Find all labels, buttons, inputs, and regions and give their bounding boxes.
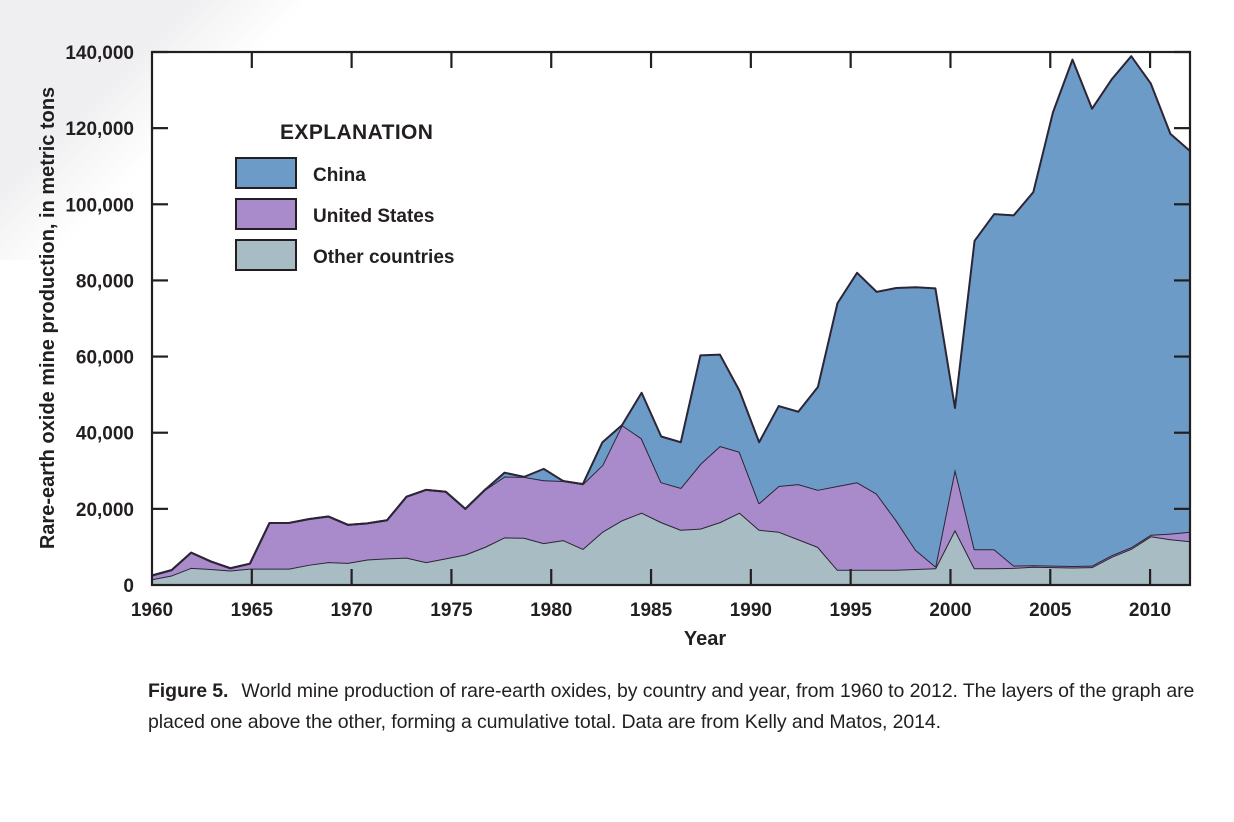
legend-swatch-china [235,157,297,189]
y-tick-label: 100,000 [65,195,134,216]
y-tick-label: 60,000 [76,348,134,369]
area-layers [151,55,1191,585]
y-tick-label: 80,000 [76,271,134,292]
y-tick-label: 140,000 [65,43,134,64]
legend-title: EXPLANATION [280,121,433,144]
x-tick-label: 1970 [330,600,372,621]
y-axis-ticks [152,50,1190,510]
area-layer-other-countries [152,512,1190,585]
x-tick-label: 2005 [1029,600,1072,621]
y-tick-label: 40,000 [76,424,134,445]
x-tick-label: 1980 [530,600,572,621]
x-tick-label: 1985 [630,600,673,621]
figure-caption: Figure 5. World mine production of rare-e… [148,676,1196,738]
legend-label-china: China [313,165,366,186]
legend-label-united-states: United States [313,206,434,227]
y-axis-tick-labels: 0 20,000 40,000 60,000 80,000 100,000 120,000 1… [65,43,134,597]
figure-caption-text: World mine production of rare-earth oxid… [148,680,1195,733]
chart-plot-area: 0 20,000 40,000 60,000 80,000 100,000 120,000 1… [37,43,1192,650]
figure-caption-label: Figure 5. [148,680,229,702]
legend-label-other-countries: Other countries [313,247,454,268]
area-layer-united-states [152,425,1190,580]
x-axis-ticks [250,52,1152,585]
x-tick-label: 1965 [231,600,274,621]
y-tick-label: 20,000 [76,500,134,521]
y-tick-label: 0 [123,576,134,597]
x-tick-label: 2010 [1129,600,1171,621]
plot-frame [150,50,1192,587]
area-layer-china [152,56,1190,576]
y-axis-title: Rare-earth oxide mine production, in met… [37,87,59,549]
area-outline-china [151,55,1191,577]
stacked-area-chart: 0 20,000 40,000 60,000 80,000 100,000 120,000 1… [37,43,1192,650]
x-tick-label: 1995 [830,600,873,621]
x-tick-label: 2000 [929,600,971,621]
x-axis-title: Year [684,628,726,650]
y-tick-label: 120,000 [65,119,134,140]
x-tick-label: 1990 [730,600,772,621]
x-tick-label: 1975 [430,600,473,621]
legend-swatch-other-countries [235,239,297,271]
legend: EXPLANATION China United States Other co… [235,121,454,271]
x-tick-label: 1960 [131,600,173,621]
x-axis-tick-labels: 1960 1965 1970 1975 1980 1985 1990 1995 2000 2005… [131,600,1171,621]
legend-swatch-united-states [235,198,297,230]
